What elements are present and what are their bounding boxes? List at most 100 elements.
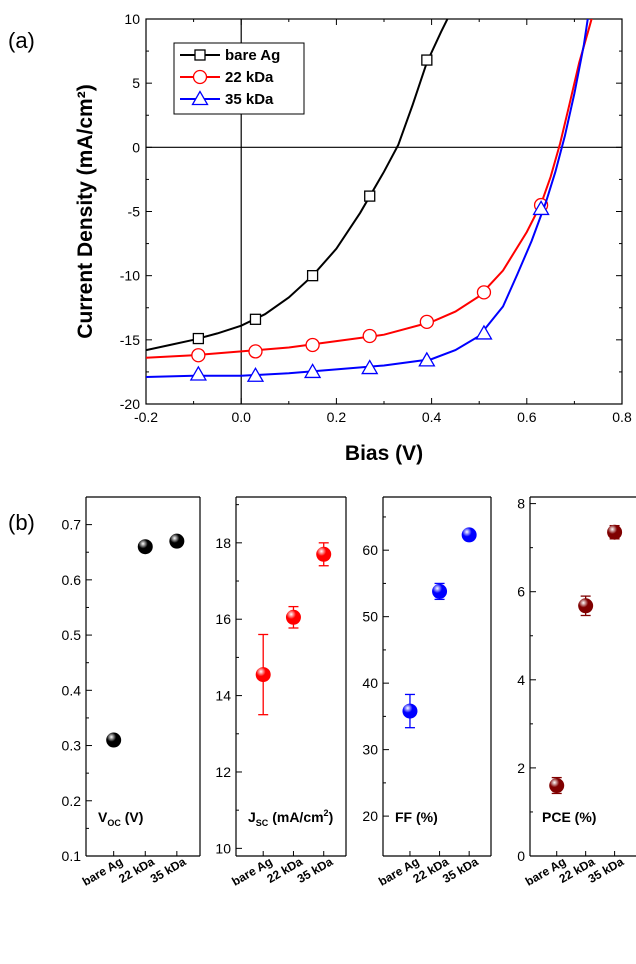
subplot-label: JSC (mA/cm2) <box>248 808 333 828</box>
data-point-22-kda <box>248 344 263 359</box>
data-point-22-kda <box>191 348 206 363</box>
series-line-35-kda <box>146 19 589 378</box>
data-point-22-kda <box>419 314 434 330</box>
data-point <box>549 778 565 794</box>
data-point-bare-ag <box>364 190 376 202</box>
category-label: 22 kDa <box>116 854 157 886</box>
legend-marker-22-kda <box>192 69 208 85</box>
label-main: V <box>98 809 108 825</box>
y-tick-label: 16 <box>215 611 231 627</box>
label-superscript: 2 <box>324 808 329 818</box>
y-tick-label: 0.6 <box>62 572 82 588</box>
y-tick-label: 0.7 <box>62 517 82 533</box>
label-subscript: OC <box>107 818 121 828</box>
data-point <box>607 524 623 540</box>
legend-label-22-kda: 22 kDa <box>225 69 274 86</box>
subplot-label: VOC (V) <box>98 809 143 828</box>
data-point-22-kda <box>362 328 377 344</box>
y-tick-label: 0 <box>132 139 140 155</box>
data-point <box>316 546 332 562</box>
data-point-bare-ag <box>192 332 205 345</box>
y-tick-label: 50 <box>362 609 378 625</box>
category-label: 35 kDa <box>295 854 336 886</box>
jv-curve-chart: -0.2 0.0 0.2 0.4 0.6 0.8 -20 -15 -10 -5 0 5 10 Bias (… <box>74 11 632 465</box>
data-point <box>432 583 448 599</box>
y-tick-label: -20 <box>120 396 140 412</box>
y-tick-label: 30 <box>362 742 378 758</box>
data-point <box>169 533 185 549</box>
data-point <box>285 609 301 625</box>
y-tick-label: 0.2 <box>62 793 82 809</box>
y-tick-label: 12 <box>215 764 231 780</box>
x-tick-label: 0.6 <box>517 409 537 425</box>
x-tick-label: 0.0 <box>231 409 251 425</box>
label-rest: (V) <box>121 809 144 825</box>
y-tick-label: 5 <box>132 75 140 91</box>
y-tick-label: 10 <box>124 11 140 27</box>
panel-a-label: (a) <box>8 28 35 53</box>
label-main: FF (%) <box>395 809 438 825</box>
category-label: 35 kDa <box>148 854 189 886</box>
data-point <box>255 667 271 683</box>
subplot-label: PCE (%) <box>542 809 596 825</box>
data-point <box>106 732 122 748</box>
y-tick-label: 14 <box>215 688 231 704</box>
legend: bare Ag 22 kDa 35 kDa <box>173 42 305 115</box>
data-point <box>402 703 418 719</box>
y-tick-label: 8 <box>517 496 525 512</box>
data-point-22-kda <box>476 285 492 300</box>
data-point <box>461 527 477 543</box>
y-tick-label: 0.1 <box>62 848 82 864</box>
y-tick-label: 6 <box>517 584 525 600</box>
y-tick-label: 2 <box>517 760 525 776</box>
data-point-bare-ag <box>421 54 433 66</box>
data-point-35-kda <box>532 200 550 216</box>
data-point-bare-ag <box>249 313 262 325</box>
data-point-35-kda <box>189 365 207 381</box>
y-axis-title: Current Density (mA/cm²) <box>74 84 97 338</box>
y-tick-label: 0.4 <box>62 682 82 698</box>
x-tick-label: 0.8 <box>612 409 632 425</box>
x-tick-label: 0.2 <box>327 409 347 425</box>
x-axis-title: Bias (V) <box>345 442 423 465</box>
series-line-22-kda <box>146 19 593 359</box>
y-tick-label: 20 <box>362 808 378 824</box>
legend-label-35-kda: 35 kDa <box>225 91 274 108</box>
y-tick-label: 4 <box>517 672 525 688</box>
label-main: J <box>248 809 256 825</box>
label-subscript: SC <box>256 818 269 828</box>
y-tick-label: 18 <box>215 535 231 551</box>
label-rest: (mA/cm <box>268 809 323 825</box>
y-tick-label: 0.3 <box>62 738 82 754</box>
y-tick-label: -15 <box>120 332 140 348</box>
data-point <box>578 598 594 614</box>
subplot-label: FF (%) <box>395 809 438 825</box>
x-tick-label: -0.2 <box>134 409 158 425</box>
y-tick-label: -10 <box>120 268 140 284</box>
y-tick-label: 40 <box>362 675 378 691</box>
data-point-35-kda <box>303 363 322 379</box>
label-end: ) <box>329 809 334 825</box>
legend-marker-bare-ag <box>194 49 206 61</box>
y-tick-label: 10 <box>215 840 231 856</box>
series-group <box>146 19 593 382</box>
y-tick-label: 0 <box>517 848 525 864</box>
data-point-bare-ag <box>306 270 319 282</box>
data-point-35-kda <box>246 366 265 382</box>
data-point-35-kda <box>475 324 493 340</box>
y-tick-label: 60 <box>362 542 378 558</box>
label-main: PCE (%) <box>542 809 596 825</box>
data-point-35-kda <box>361 359 379 375</box>
legend-marker-35-kda <box>191 90 209 106</box>
panel-b-label: (b) <box>8 510 35 535</box>
data-point-35-kda <box>418 351 436 367</box>
data-point <box>137 539 153 555</box>
data-point-22-kda <box>305 337 320 353</box>
y-tick-label: -5 <box>128 204 141 220</box>
